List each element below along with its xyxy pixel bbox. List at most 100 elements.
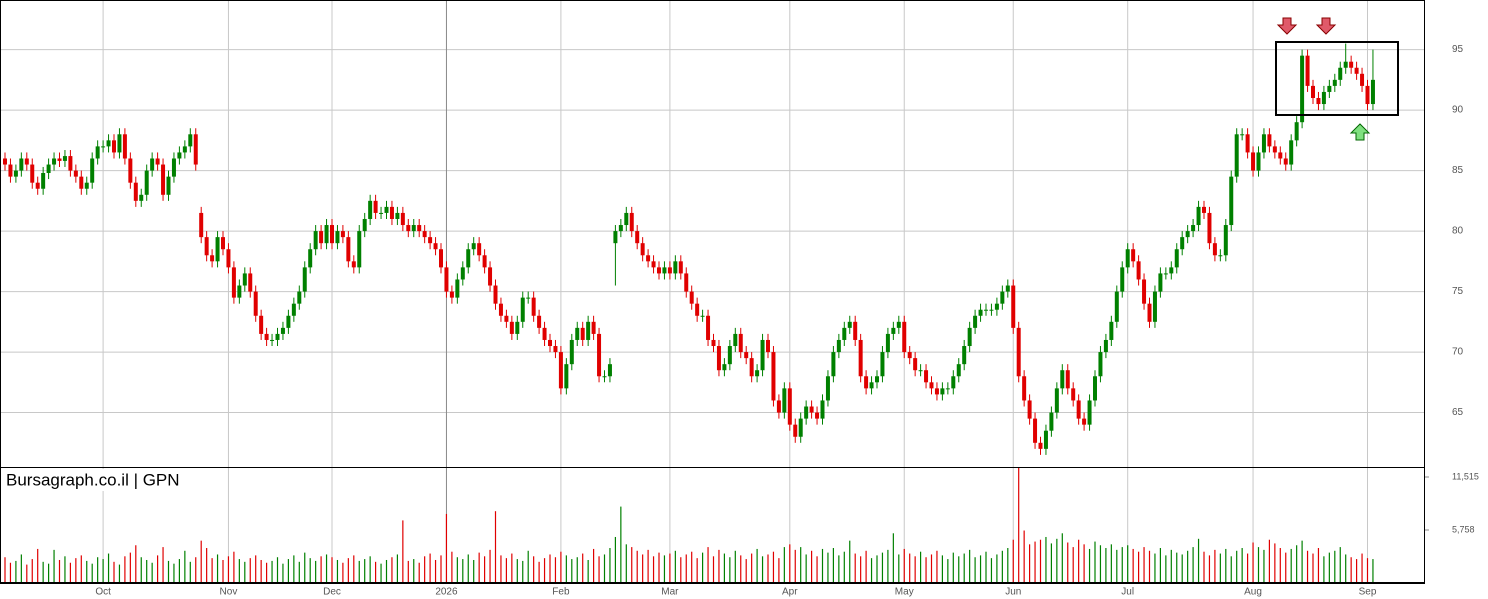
- candle-body: [793, 424, 798, 437]
- x-tick-label: Oct: [95, 587, 111, 598]
- candle-body: [978, 309, 983, 316]
- candle-body: [1022, 376, 1027, 401]
- candle-body: [548, 339, 552, 347]
- candle-body: [171, 158, 176, 177]
- candle-body: [1311, 85, 1315, 98]
- candle-body: [586, 321, 591, 340]
- candle-body: [504, 315, 509, 322]
- candle-body: [128, 158, 133, 183]
- candle-body: [1169, 267, 1174, 274]
- y-tick-label: 80: [1452, 226, 1464, 237]
- candle-body: [924, 370, 929, 383]
- candle-body: [1147, 303, 1152, 322]
- candle-body: [689, 291, 694, 304]
- candle-body: [340, 231, 345, 238]
- candle-body: [237, 285, 242, 298]
- candle-body: [449, 291, 454, 298]
- candle-body: [760, 339, 765, 371]
- candle-body: [291, 303, 296, 316]
- candle-body: [52, 158, 57, 165]
- candle-body: [177, 152, 182, 159]
- candle-body: [286, 315, 291, 328]
- candle-body: [264, 333, 269, 340]
- candle-body: [1360, 73, 1365, 86]
- candle-body: [259, 315, 264, 334]
- candle-body: [1305, 55, 1310, 86]
- x-tick-label: Nov: [220, 587, 238, 598]
- candle-body: [984, 309, 988, 311]
- candle-body: [204, 237, 209, 256]
- candle-body: [526, 297, 531, 299]
- candle-body: [847, 321, 852, 328]
- candle-body: [716, 346, 721, 371]
- candle-body: [607, 364, 612, 377]
- x-tick-label: Jun: [1005, 587, 1021, 598]
- candle-body: [471, 243, 476, 250]
- candle-body: [1120, 267, 1125, 292]
- marks: [3, 43, 1375, 583]
- candle-body: [319, 231, 324, 244]
- candle-body: [973, 315, 978, 328]
- candle-body: [1218, 255, 1223, 257]
- candle-body: [439, 249, 443, 268]
- candle-body: [575, 327, 580, 340]
- candle-body: [57, 158, 62, 161]
- grid: [0, 0, 1425, 583]
- candle-body: [488, 267, 493, 286]
- candle-body: [1152, 291, 1157, 322]
- candle-body: [1027, 400, 1032, 419]
- candle-body: [558, 352, 563, 389]
- candle-body: [864, 376, 869, 389]
- down-arrow: [1276, 17, 1298, 35]
- candle-body: [635, 231, 640, 244]
- candle-body: [1272, 146, 1277, 153]
- candle-body: [766, 339, 770, 353]
- candle-body: [613, 231, 618, 244]
- candle-body: [809, 406, 814, 413]
- candle-body: [515, 321, 520, 334]
- chart-title: Bursagraph.co.il | GPN: [6, 470, 180, 489]
- candle-body: [275, 333, 280, 340]
- y-tick-label: 70: [1452, 347, 1464, 358]
- candle-body: [869, 382, 874, 389]
- candle-body: [956, 364, 961, 377]
- candle-body: [1327, 85, 1332, 92]
- candle-body: [1256, 152, 1261, 171]
- candle-body: [896, 321, 901, 328]
- candle-body: [79, 176, 84, 189]
- candle-body: [357, 231, 362, 268]
- y-tick-label: 75: [1452, 286, 1464, 297]
- candle-body: [678, 261, 683, 274]
- candle-body: [875, 376, 879, 383]
- candle-body: [1136, 261, 1141, 280]
- candle-body: [1033, 418, 1038, 443]
- candle-body: [395, 212, 400, 219]
- candle-body: [1109, 321, 1114, 340]
- x-tick-label: Jul: [1121, 587, 1134, 598]
- candle-body: [624, 212, 629, 226]
- candle-body: [1321, 91, 1326, 105]
- candle-body: [1365, 85, 1370, 105]
- candle-body: [1338, 67, 1343, 80]
- candle-body: [706, 315, 711, 340]
- x-tick-label: May: [895, 587, 914, 598]
- candle-body: [1234, 134, 1239, 177]
- candle-body: [722, 364, 727, 371]
- candle-body: [1043, 430, 1048, 449]
- candle-body: [580, 327, 585, 340]
- candle-body: [13, 170, 18, 177]
- candle-body: [406, 225, 411, 232]
- pattern-box: [1275, 41, 1399, 116]
- candle-body: [30, 164, 35, 183]
- candle-body: [41, 173, 46, 189]
- candle-body: [597, 333, 602, 377]
- candle-body: [880, 352, 885, 377]
- candle-body: [825, 376, 830, 401]
- candle-body: [618, 225, 623, 232]
- candle-body: [428, 237, 433, 244]
- candle-body: [253, 291, 258, 316]
- candle-body: [776, 400, 781, 413]
- candle-body: [1005, 285, 1010, 292]
- candle-body: [1071, 388, 1076, 401]
- candle-body: [820, 400, 825, 419]
